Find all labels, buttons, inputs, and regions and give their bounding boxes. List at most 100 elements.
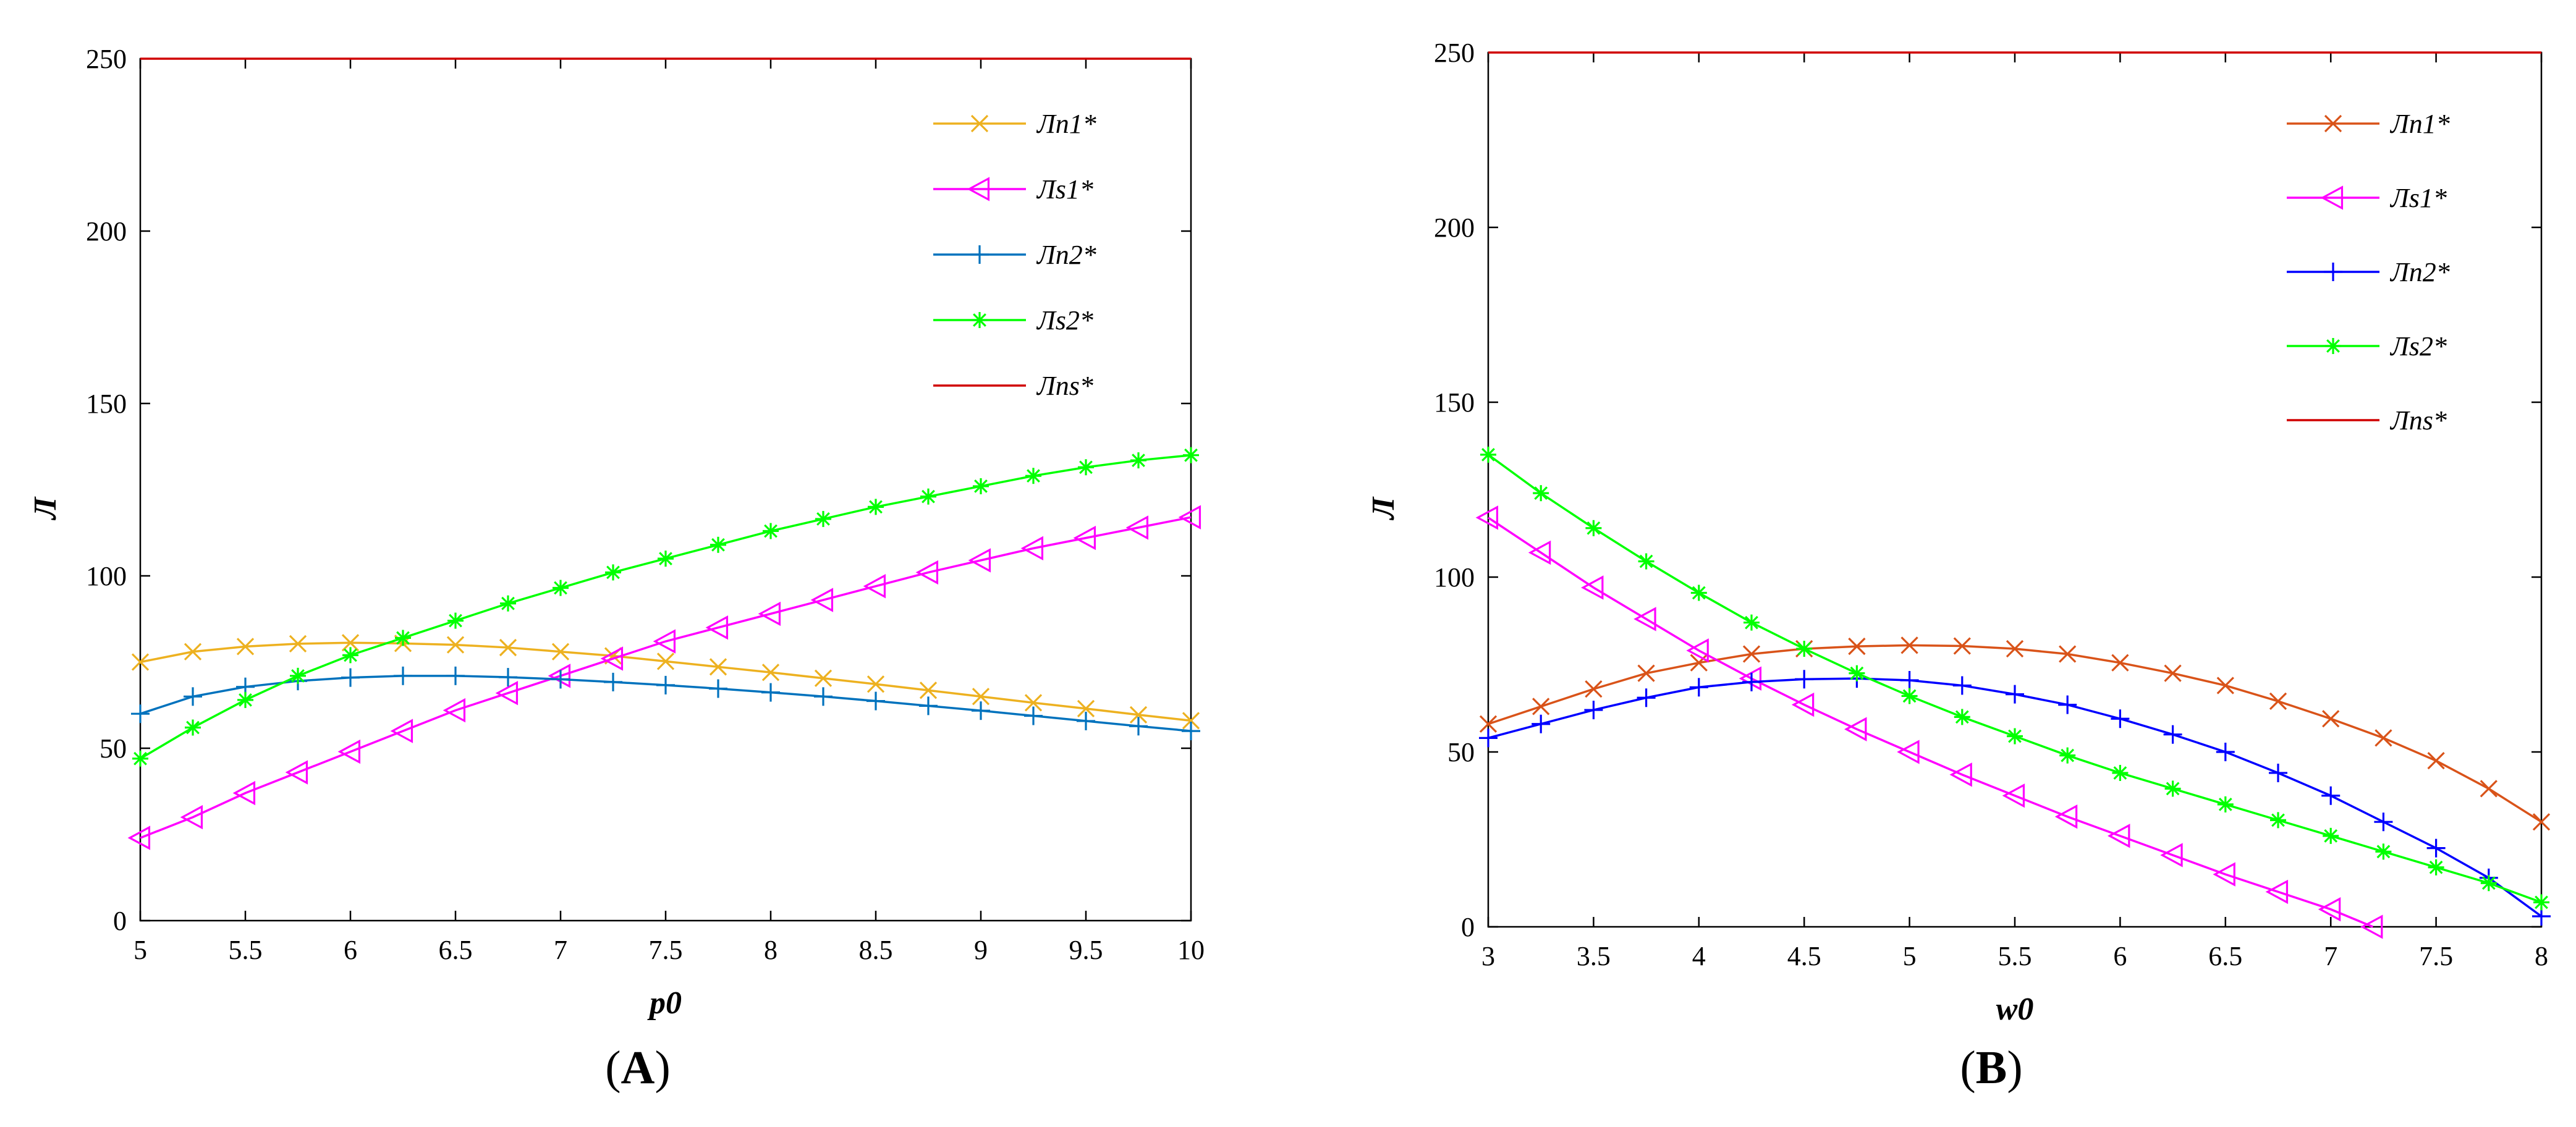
data-point-marker xyxy=(1178,505,1201,530)
data-point-marker xyxy=(2265,879,2289,905)
y-tick-label: 250 xyxy=(1434,38,1475,68)
data-point-marker xyxy=(1900,636,1918,654)
data-point-marker xyxy=(656,652,675,670)
data-point-marker xyxy=(2006,639,2024,658)
y-axis-label: Л xyxy=(28,496,63,520)
data-point-marker xyxy=(2002,783,2025,808)
data-point-marker xyxy=(2269,692,2287,711)
data-point-marker xyxy=(1637,664,1655,682)
series-line xyxy=(1488,517,2374,928)
panel-letter: B xyxy=(1976,1042,2007,1094)
data-point-marker xyxy=(495,681,519,706)
data-point-marker xyxy=(1182,722,1200,741)
data-point-marker xyxy=(658,551,674,567)
data-point-marker xyxy=(1900,670,1919,690)
legend-marker xyxy=(2320,185,2344,210)
data-point-marker xyxy=(185,719,201,736)
data-point-marker xyxy=(758,601,781,627)
data-point-marker xyxy=(1743,614,1760,631)
x-tick-label: 3.5 xyxy=(1577,941,1611,971)
legend-item-ls1star: Лs1* xyxy=(933,174,1093,205)
x-tick-label: 8 xyxy=(2535,941,2548,971)
data-point-marker xyxy=(2006,685,2024,704)
data-point-marker xyxy=(1637,688,1656,707)
data-point-marker xyxy=(1795,670,1814,689)
data-point-marker xyxy=(1020,536,1044,561)
data-point-marker xyxy=(500,595,516,612)
data-point-marker xyxy=(2480,780,2498,798)
y-tick-label: 200 xyxy=(86,216,127,247)
legend-marker xyxy=(970,114,989,133)
data-point-marker xyxy=(131,704,150,724)
data-point-marker xyxy=(289,635,307,653)
data-point-marker xyxy=(2532,813,2551,831)
data-point-marker xyxy=(919,696,938,715)
legend-marker xyxy=(2324,114,2342,133)
x-tick-label: 10 xyxy=(1177,935,1205,965)
legend-label: Лn1* xyxy=(2389,109,2450,139)
data-point-marker xyxy=(1532,714,1551,733)
data-point-marker xyxy=(1848,637,1866,656)
data-point-marker xyxy=(1901,688,1918,704)
legend-item-ls2star: Лs2* xyxy=(2287,331,2447,361)
data-point-marker xyxy=(1949,762,1972,787)
data-point-marker xyxy=(2164,664,2182,682)
data-point-marker xyxy=(653,629,676,654)
data-point-marker xyxy=(1183,447,1199,463)
panel-letter: A xyxy=(621,1042,655,1094)
data-point-marker xyxy=(2321,786,2341,805)
data-point-marker xyxy=(2269,763,2287,782)
data-point-marker xyxy=(1742,672,1761,691)
data-point-marker xyxy=(390,719,413,743)
data-point-marker xyxy=(1952,676,1972,695)
x-tick-label: 7.5 xyxy=(2419,941,2453,971)
x-tick-label: 6.5 xyxy=(439,935,473,965)
data-point-marker xyxy=(1130,452,1146,469)
legend-marker xyxy=(970,245,989,264)
data-point-marker xyxy=(600,646,624,671)
data-point-marker xyxy=(131,653,150,671)
x-tick-label: 5.5 xyxy=(1998,941,2032,971)
data-point-marker xyxy=(2007,728,2023,745)
data-point-marker xyxy=(2164,780,2181,797)
data-point-marker xyxy=(1025,468,1041,484)
data-point-marker xyxy=(810,588,834,612)
x-tick-label: 8 xyxy=(764,935,777,965)
data-point-marker xyxy=(710,536,726,553)
data-point-marker xyxy=(761,683,780,702)
data-point-marker xyxy=(656,675,675,694)
data-point-marker xyxy=(1129,717,1148,736)
legend-marker xyxy=(967,177,990,201)
data-point-marker xyxy=(1585,520,1602,536)
y-tick-label: 100 xyxy=(86,561,127,591)
data-point-marker xyxy=(705,615,729,640)
data-point-marker xyxy=(2480,875,2497,892)
plot-area-frame xyxy=(139,57,1192,922)
legend-label: Лn2* xyxy=(1036,240,1096,270)
panel-label: (B) xyxy=(1960,1042,2022,1094)
data-point-marker xyxy=(1585,680,1603,698)
series-line xyxy=(140,516,1192,839)
series-line xyxy=(1487,454,2542,904)
data-point-marker xyxy=(285,760,308,785)
legend-marker xyxy=(972,312,988,328)
x-tick-label: 6 xyxy=(344,935,357,965)
data-point-marker xyxy=(499,638,517,657)
data-point-marker xyxy=(342,647,358,664)
data-point-marker xyxy=(763,523,779,539)
data-point-marker xyxy=(1638,553,1654,570)
data-point-marker xyxy=(868,499,884,515)
x-tick-label: 8.5 xyxy=(859,935,893,965)
legend-label: Лs1* xyxy=(1036,174,1093,205)
data-point-marker xyxy=(972,701,990,720)
data-point-marker xyxy=(1475,505,1499,530)
y-tick-label: 150 xyxy=(1434,387,1475,418)
data-point-marker xyxy=(1796,641,1813,657)
data-point-marker xyxy=(919,682,938,699)
data-point-marker xyxy=(553,580,569,596)
data-point-marker xyxy=(1528,540,1551,565)
legend-item-ln1star: Лn1* xyxy=(933,109,1096,139)
data-point-marker xyxy=(863,574,886,599)
data-point-marker xyxy=(1954,709,1970,725)
